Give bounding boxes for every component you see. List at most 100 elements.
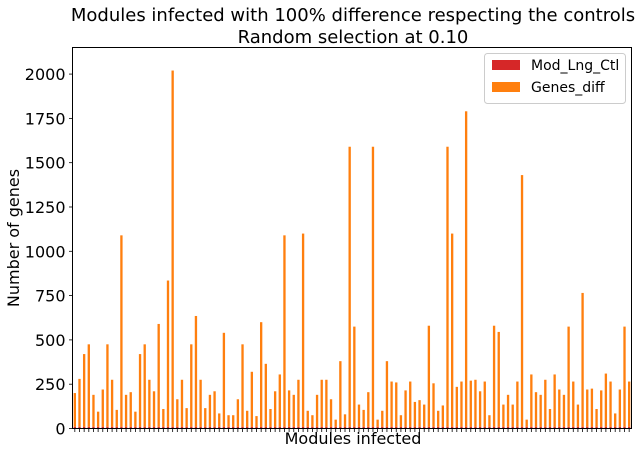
bar-mod-lng-ctl xyxy=(506,426,510,429)
bar-mod-lng-ctl xyxy=(497,426,500,429)
bar-mod-lng-ctl xyxy=(539,426,542,429)
bar-mod-lng-ctl xyxy=(600,426,603,429)
bar-genes-diff xyxy=(73,393,76,427)
bar-genes-diff xyxy=(190,344,193,427)
chart-title-line-1: Modules infected with 100% difference re… xyxy=(71,5,635,26)
bar-genes-diff xyxy=(534,392,538,427)
bar-mod-lng-ctl xyxy=(250,426,254,429)
bar-genes-diff xyxy=(362,409,365,427)
bar-mod-lng-ctl xyxy=(450,426,454,429)
y-tick-label: 750 xyxy=(35,287,66,306)
bar-mod-lng-ctl xyxy=(82,426,86,429)
bar-mod-lng-ctl xyxy=(218,426,221,429)
bar-mod-lng-ctl xyxy=(264,426,267,429)
bar-mod-lng-ctl xyxy=(544,426,547,429)
bar-mod-lng-ctl xyxy=(460,426,463,429)
bar-mod-lng-ctl xyxy=(367,426,370,429)
bar-genes-diff xyxy=(185,408,188,427)
bar-genes-diff xyxy=(497,331,500,427)
bar-genes-diff xyxy=(148,379,151,427)
legend: Mod_Lng_Ctl Genes_diff xyxy=(484,53,626,104)
bar-genes-diff xyxy=(478,391,482,427)
bar-mod-lng-ctl xyxy=(446,426,449,429)
bar-genes-diff xyxy=(357,404,361,427)
bar-genes-diff xyxy=(544,379,547,427)
plot-frame xyxy=(72,47,632,429)
bar-genes-diff xyxy=(502,404,505,427)
bar-mod-lng-ctl xyxy=(418,426,421,429)
bar-genes-diff xyxy=(143,344,146,427)
bar-genes-diff xyxy=(520,175,524,427)
bar-genes-diff xyxy=(87,344,90,427)
bar-mod-lng-ctl xyxy=(199,426,202,429)
bar-genes-diff xyxy=(548,409,552,427)
bar-genes-diff xyxy=(530,374,533,427)
bar-genes-diff xyxy=(562,394,566,427)
bar-genes-diff xyxy=(255,416,258,427)
bar-mod-lng-ctl xyxy=(134,426,137,429)
y-tick-label: 1500 xyxy=(25,154,66,173)
bar-genes-diff xyxy=(129,392,132,427)
bar-genes-diff xyxy=(269,409,272,427)
bar-genes-diff xyxy=(120,235,123,427)
bar-mod-lng-ctl xyxy=(423,426,426,429)
bar-genes-diff xyxy=(567,326,570,427)
bar-mod-lng-ctl xyxy=(329,426,333,429)
bar-genes-diff xyxy=(516,381,519,427)
bar-genes-diff xyxy=(101,389,104,427)
bar-mod-lng-ctl xyxy=(180,426,184,429)
bar-mod-lng-ctl xyxy=(413,426,417,429)
bar-mod-lng-ctl xyxy=(208,426,212,429)
bar-mod-lng-ctl xyxy=(609,426,612,429)
bars-group xyxy=(73,70,631,429)
bar-mod-lng-ctl xyxy=(301,426,305,429)
bar-genes-diff xyxy=(213,391,216,427)
bar-mod-lng-ctl xyxy=(246,426,249,429)
bar-mod-lng-ctl xyxy=(325,426,328,429)
bar-genes-diff xyxy=(576,404,580,427)
bar-mod-lng-ctl xyxy=(232,426,235,429)
bar-genes-diff xyxy=(204,408,207,427)
bar-genes-diff xyxy=(609,381,612,427)
bar-genes-diff xyxy=(176,399,179,427)
legend-swatch-genes-diff xyxy=(492,82,520,92)
bar-mod-lng-ctl xyxy=(404,426,407,429)
bar-genes-diff xyxy=(469,380,472,427)
bar-genes-diff xyxy=(413,401,417,427)
bar-mod-lng-ctl xyxy=(241,426,244,429)
bar-genes-diff xyxy=(250,371,254,427)
y-tick-label: 1000 xyxy=(25,242,66,261)
bar-mod-lng-ctl xyxy=(516,426,519,429)
bar-mod-lng-ctl xyxy=(343,426,347,429)
bar-genes-diff xyxy=(399,415,403,427)
bar-genes-diff xyxy=(246,410,249,427)
bar-genes-diff xyxy=(292,394,295,427)
bar-genes-diff xyxy=(82,354,86,427)
bar-genes-diff xyxy=(376,419,379,427)
y-tick-label: 0 xyxy=(55,420,65,439)
bar-genes-diff xyxy=(194,315,198,427)
legend-label-genes-diff: Genes_diff xyxy=(531,80,605,96)
bar-mod-lng-ctl xyxy=(87,426,90,429)
bar-genes-diff xyxy=(232,415,235,427)
bar-mod-lng-ctl xyxy=(115,426,118,429)
bar-mod-lng-ctl xyxy=(567,426,570,429)
bar-mod-lng-ctl xyxy=(478,426,482,429)
bar-mod-lng-ctl xyxy=(530,426,533,429)
bar-genes-diff xyxy=(423,404,426,427)
bar-mod-lng-ctl xyxy=(138,426,142,429)
bar-mod-lng-ctl xyxy=(120,426,123,429)
bar-genes-diff xyxy=(446,146,449,427)
bar-mod-lng-ctl xyxy=(534,426,538,429)
bar-mod-lng-ctl xyxy=(604,426,608,429)
bar-mod-lng-ctl xyxy=(520,426,524,429)
bar-mod-lng-ctl xyxy=(171,426,174,429)
bar-genes-diff xyxy=(222,332,226,427)
bar-genes-diff xyxy=(492,325,496,427)
bar-mod-lng-ctl xyxy=(474,426,477,429)
bar-genes-diff xyxy=(311,415,314,427)
bar-mod-lng-ctl xyxy=(376,426,379,429)
bar-genes-diff xyxy=(418,400,421,427)
bar-genes-diff xyxy=(483,381,486,427)
bar-genes-diff xyxy=(590,388,594,427)
